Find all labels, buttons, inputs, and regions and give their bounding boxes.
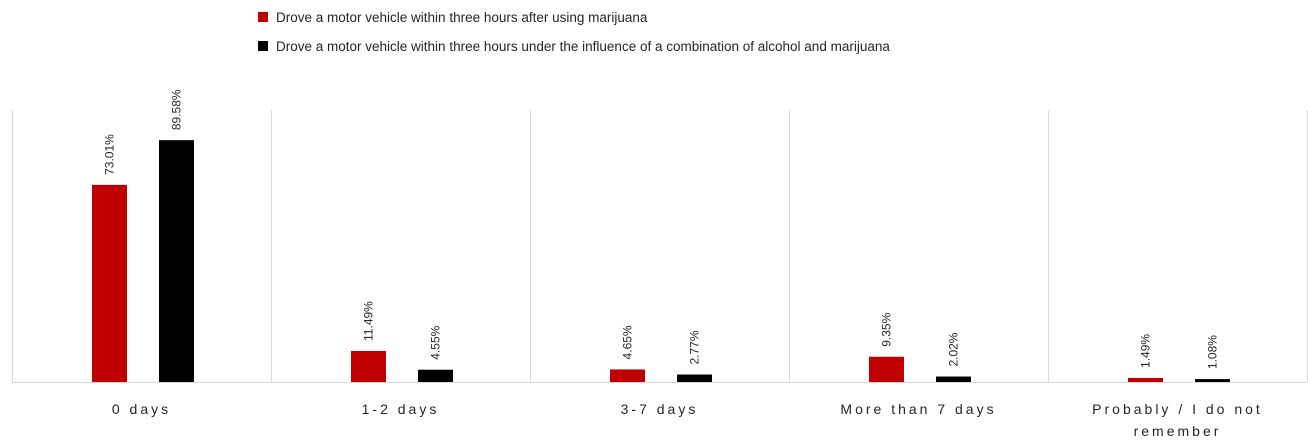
category-label: remember: [1134, 423, 1222, 439]
data-label: 2.02%: [947, 332, 961, 366]
legend-item-series-2: Drove a motor vehicle within three hours…: [258, 33, 890, 59]
bar-marijuana: [92, 184, 127, 382]
data-label: 4.55%: [429, 325, 443, 359]
legend-label-series-1: Drove a motor vehicle within three hours…: [276, 9, 648, 25]
data-label: 73.01%: [103, 134, 117, 175]
category-label: 3-7 days: [621, 401, 699, 417]
data-label: 11.49%: [362, 301, 376, 341]
legend-swatch-series-1: [258, 12, 268, 22]
category-label: More than 7 days: [840, 401, 996, 417]
category-label: Probably / I do not: [1092, 401, 1263, 417]
data-label: 4.65%: [621, 325, 635, 359]
bar-marijuana: [1128, 377, 1163, 382]
data-label: 9.35%: [880, 312, 894, 346]
legend-swatch-series-2: [258, 41, 268, 51]
legend-label-series-2: Drove a motor vehicle within three hours…: [276, 38, 890, 54]
data-label: 2.77%: [688, 330, 702, 364]
bar-combination: [936, 376, 971, 382]
legend: Drove a motor vehicle within three hours…: [258, 4, 890, 62]
data-label: 1.49%: [1139, 334, 1153, 368]
bar-combination: [418, 369, 453, 382]
bar-marijuana: [869, 356, 904, 382]
bar-combination: [1195, 379, 1230, 382]
bar-combination: [159, 140, 194, 382]
category-label: 1-2 days: [362, 401, 440, 417]
data-label: 89.58%: [170, 89, 184, 130]
data-label: 1.08%: [1206, 335, 1220, 369]
legend-item-series-1: Drove a motor vehicle within three hours…: [258, 4, 890, 30]
bar-marijuana: [351, 350, 386, 382]
bar-marijuana: [610, 369, 645, 382]
category-label: 0 days: [112, 401, 171, 417]
bar-combination: [677, 374, 712, 382]
